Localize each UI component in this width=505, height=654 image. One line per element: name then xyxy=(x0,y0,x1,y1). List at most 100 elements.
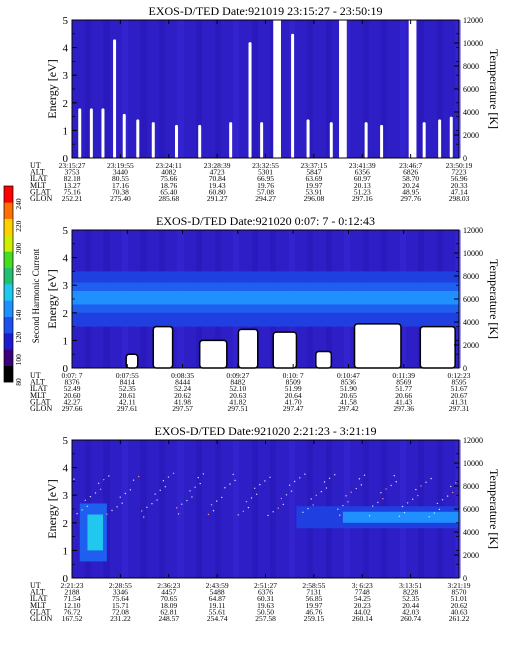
orbit-value: 76.72 xyxy=(64,607,81,616)
texture-stripe xyxy=(256,440,257,578)
scatter-dot xyxy=(269,476,271,479)
texture-stripe xyxy=(217,440,218,578)
orbit-value: 297.31 xyxy=(449,404,470,413)
y-tick-label: 0 xyxy=(63,363,69,375)
orbit-value: 252.21 xyxy=(62,194,83,203)
texture-stripe xyxy=(237,20,238,158)
orbit-value: 297.42 xyxy=(338,404,359,413)
texture-stripe xyxy=(107,440,108,578)
texture-stripe xyxy=(272,440,273,578)
scatter-dot xyxy=(441,499,444,501)
orbit-value: 297.36 xyxy=(393,404,414,413)
energy-band xyxy=(72,304,459,313)
texture-stripe xyxy=(294,20,295,158)
orbit-row-label: UT xyxy=(30,161,41,170)
orbit-value: 8444 xyxy=(175,378,190,387)
colorbar-segment xyxy=(4,284,13,301)
orbit-row-label: MLT xyxy=(30,601,46,610)
colorbar-segment xyxy=(4,218,13,236)
texture-stripe xyxy=(107,20,108,158)
scatter-dot xyxy=(345,495,347,497)
texture-stripe xyxy=(441,20,442,158)
orbit-value: 71.54 xyxy=(64,594,81,603)
orbit-value: 248.57 xyxy=(158,614,179,623)
orbit-value: 291.27 xyxy=(207,194,228,203)
texture-stripe xyxy=(215,20,216,158)
white-spike xyxy=(291,33,295,158)
texture-stripe xyxy=(163,20,164,158)
texture-stripe xyxy=(235,20,236,158)
texture-stripe xyxy=(164,20,165,158)
scatter-dot xyxy=(162,479,165,482)
orbit-value: 8509 xyxy=(286,378,301,387)
orbit-value: 82.18 xyxy=(64,174,81,183)
scatter-dot xyxy=(382,498,384,500)
texture-stripe xyxy=(201,20,202,158)
texture-stripe xyxy=(159,440,160,578)
scatter-dot xyxy=(446,495,449,497)
white-spike xyxy=(113,39,117,158)
scatter-dot xyxy=(380,492,382,494)
scatter-dot xyxy=(154,493,156,495)
orbit-value: 0:07:55 xyxy=(116,371,139,380)
texture-stripe xyxy=(270,440,271,578)
texture-stripe xyxy=(122,20,123,158)
y-tick-label: 3 xyxy=(63,70,69,82)
scatter-dot xyxy=(167,476,170,478)
orbit-value: 294.27 xyxy=(255,194,276,203)
orbit-value: 6376 xyxy=(258,588,273,597)
texture-stripe xyxy=(234,20,235,158)
texture-stripe xyxy=(237,440,238,578)
y-right-axis-label: Temperature [K] xyxy=(487,469,501,549)
scatter-dot xyxy=(417,494,419,497)
colorbar-segment xyxy=(4,333,13,350)
texture-stripe xyxy=(290,20,291,158)
scatter-dot xyxy=(221,496,223,499)
scatter-dot xyxy=(385,488,387,490)
texture-stripe xyxy=(146,20,147,158)
texture-stripe xyxy=(421,20,422,158)
energy-band xyxy=(72,282,459,291)
scatter-dot xyxy=(325,487,328,489)
texture-stripe xyxy=(329,20,330,158)
y-tick-label: 4 xyxy=(63,463,69,475)
texture-stripe xyxy=(126,20,127,158)
orbit-value: 56.96 xyxy=(451,174,468,183)
y-tick-label: 5 xyxy=(63,225,69,237)
scatter-dot xyxy=(242,510,245,512)
orbit-row-label: ILAT xyxy=(30,594,47,603)
y-right-tick-label: 12000 xyxy=(463,436,483,445)
scatter-dot xyxy=(277,507,279,509)
orbit-value: 75.66 xyxy=(160,174,177,183)
texture-stripe xyxy=(348,20,349,158)
orbit-value: 75.16 xyxy=(64,187,81,196)
texture-stripe xyxy=(291,440,292,578)
orbit-value: 0:12:23 xyxy=(448,371,471,380)
y-right-tick-label: 6000 xyxy=(463,295,479,304)
orbit-value: 2:43:59 xyxy=(206,581,229,590)
texture-stripe xyxy=(87,20,88,158)
y-right-tick-label: 8000 xyxy=(463,482,479,491)
scatter-dot xyxy=(143,516,145,518)
energy-band xyxy=(72,271,459,283)
orbit-value: 41.82 xyxy=(229,397,246,406)
white-region xyxy=(237,328,259,369)
y-right-axis-label: Temperature [K] xyxy=(487,49,501,129)
y-tick-label: 0 xyxy=(63,153,69,165)
y-tick-label: 2 xyxy=(63,98,69,110)
scatter-dot xyxy=(106,513,108,515)
texture-stripe xyxy=(198,20,199,158)
scatter-dot xyxy=(302,511,304,514)
scatter-dot xyxy=(363,474,366,476)
orbit-value: 7131 xyxy=(306,588,321,597)
scatter-dot xyxy=(116,506,118,508)
texture-stripe xyxy=(177,20,178,158)
y-right-tick-label: 10000 xyxy=(463,249,483,258)
scatter-dot xyxy=(247,506,250,509)
colorbar-tick-label: 160 xyxy=(14,287,23,299)
texture-stripe xyxy=(103,20,104,158)
texture-stripe xyxy=(422,20,423,158)
orbit-value: 19.97 xyxy=(305,601,322,610)
texture-stripe xyxy=(201,440,202,578)
orbit-value: 3440 xyxy=(113,168,128,177)
